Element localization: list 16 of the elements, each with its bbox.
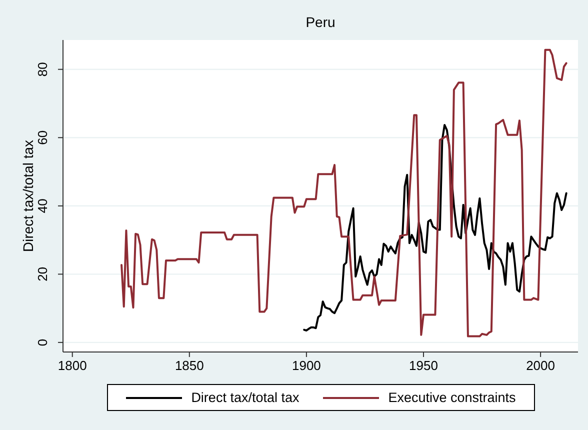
line-series — [303, 124, 568, 332]
x-tick-label: 1850 — [174, 358, 204, 374]
legend-label: Direct tax/total tax — [191, 390, 300, 405]
x-tick-label: 1900 — [292, 358, 321, 374]
y-tick-label: 80 — [35, 62, 50, 77]
legend-label: Executive constraints — [388, 390, 516, 405]
y-tick-label: 60 — [35, 130, 50, 145]
chart-title: Peru — [304, 14, 336, 31]
x-tick-label: 1950 — [409, 358, 438, 374]
x-tick-label: 2000 — [526, 358, 556, 374]
y-axis-title: Direct tax/total tax — [20, 140, 36, 252]
y-tick-label: 20 — [35, 266, 50, 282]
line-series — [120, 48, 568, 338]
x-tick-label: 1800 — [58, 358, 87, 374]
y-tick-label: 40 — [35, 198, 50, 214]
y-tick-label: 0 — [35, 338, 50, 346]
